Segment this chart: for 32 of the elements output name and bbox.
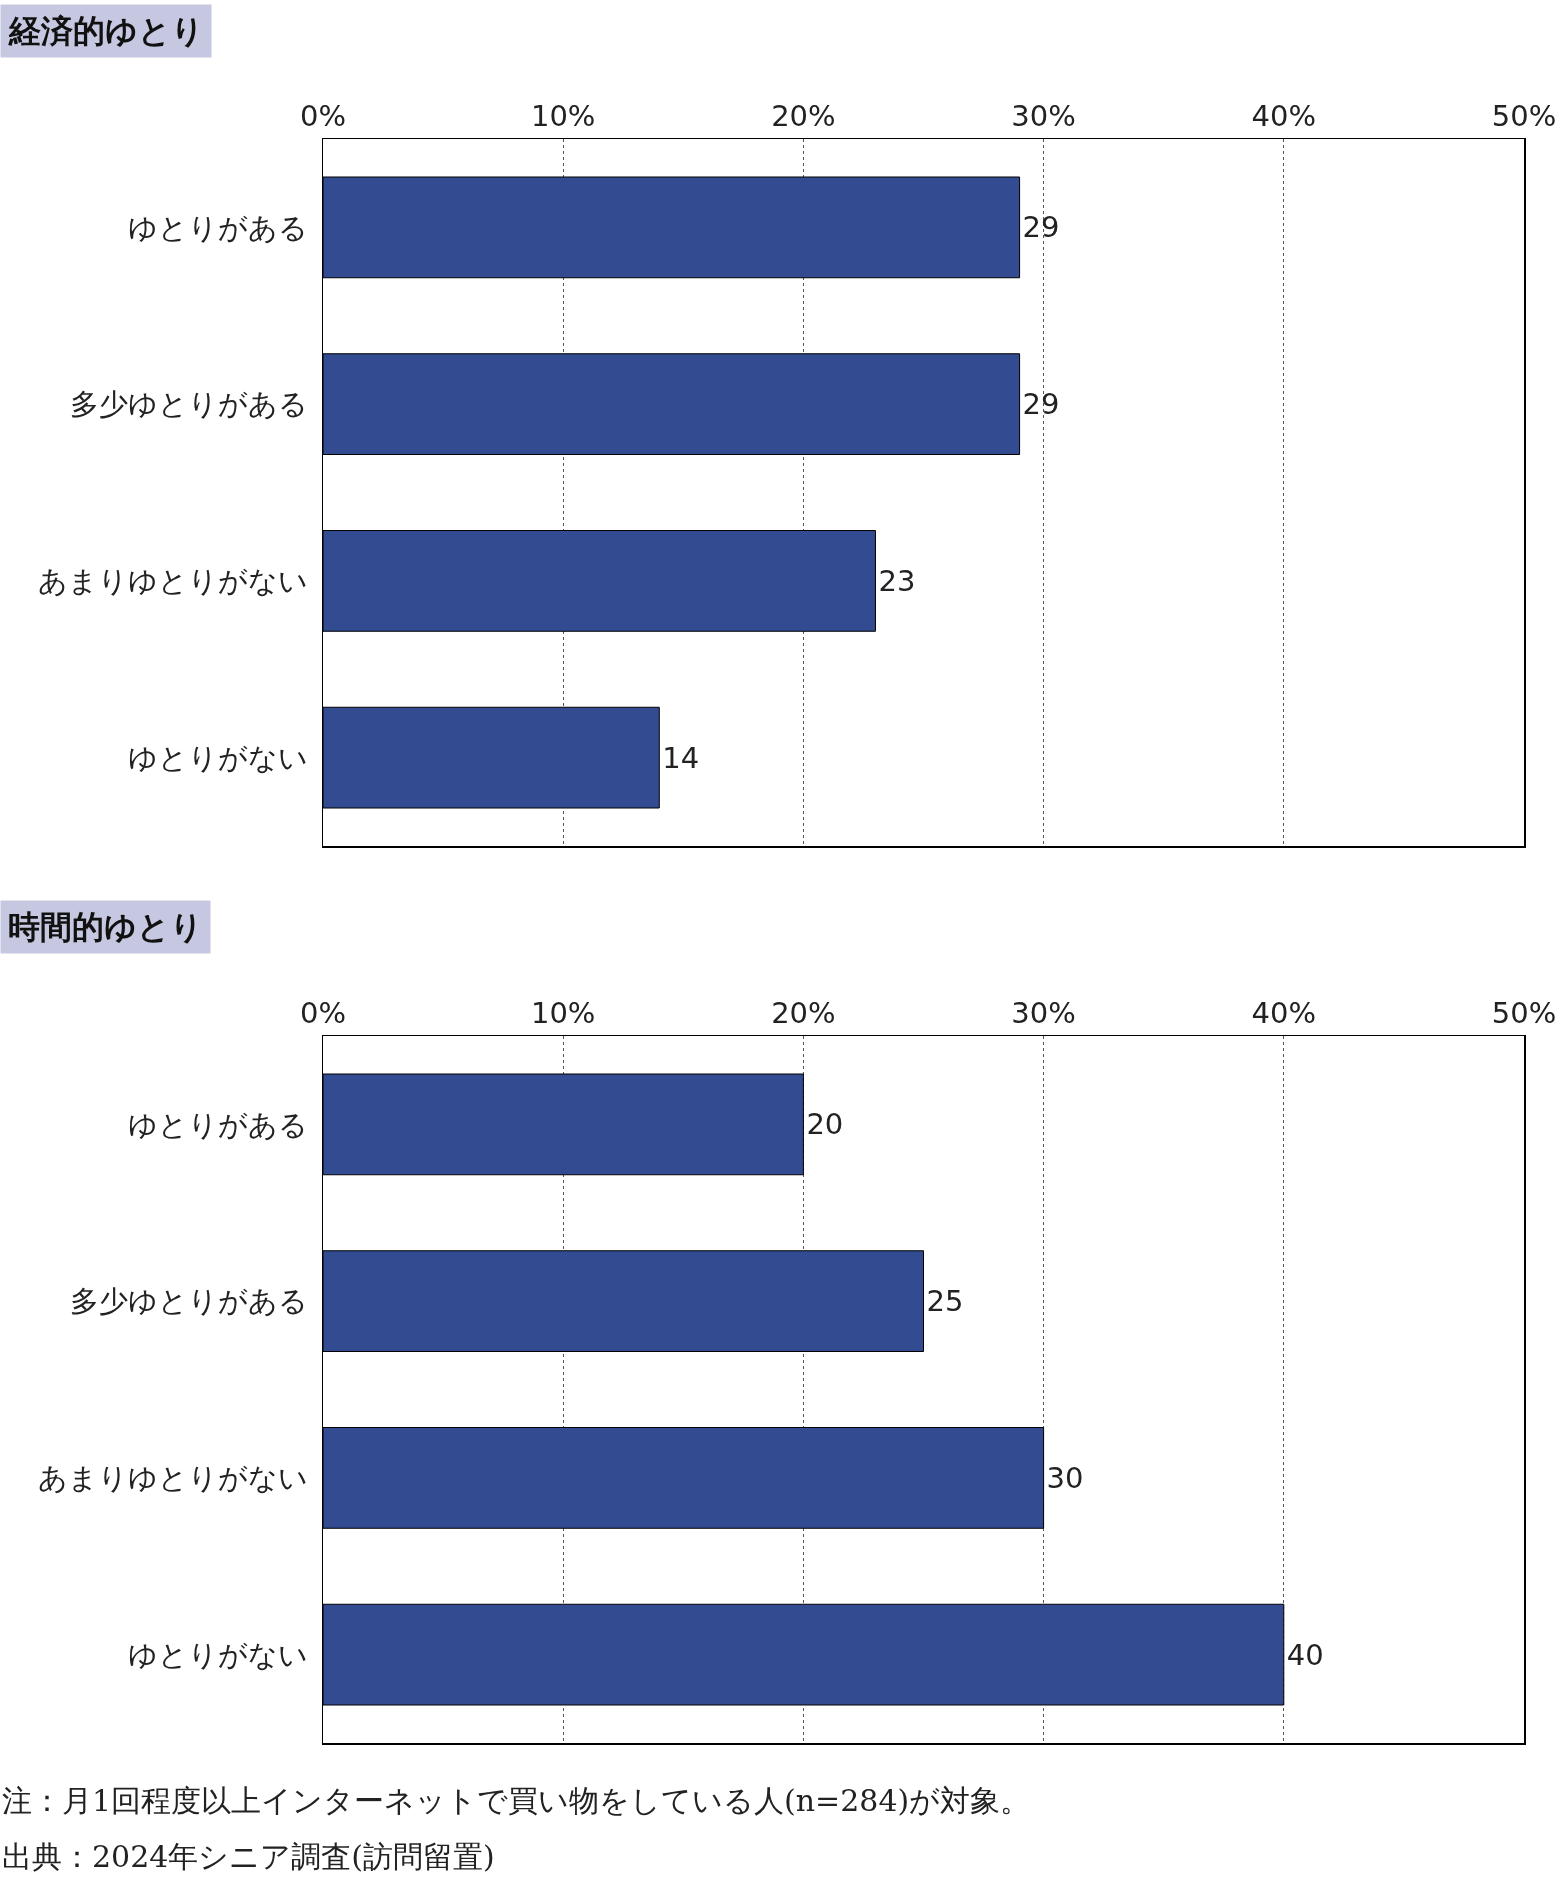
x-tick-label: 10% [530,995,596,1030]
data-label: 29 [1022,210,1060,245]
x-tick-label: 30% [1011,98,1076,133]
source-note: 出典：2024年シニア調査(訪問留置) [2,1839,495,1874]
x-tick-label: 10% [530,98,596,133]
chart-title: 時間的ゆとり [8,908,203,946]
data-label: 30 [1046,1460,1084,1495]
y-tick-label: 多少ゆとりがある [69,387,308,422]
y-tick-label: あまりゆとりがない [37,564,308,599]
data-label: 20 [806,1107,844,1142]
y-tick-label: ゆとりがある [127,1107,308,1142]
x-tick-label: 50% [1491,98,1557,133]
x-tick-label: 20% [771,995,836,1030]
x-tick-label: 0% [299,98,347,133]
data-label: 25 [926,1284,964,1319]
data-label: 40 [1286,1637,1324,1672]
x-tick-label: 20% [771,98,836,133]
y-tick-label: ゆとりがない [127,1637,308,1672]
y-tick-label: ゆとりがある [127,210,308,245]
x-tick-label: 30% [1011,995,1076,1030]
y-tick-label: ゆとりがない [127,740,308,775]
chart-title: 経済的ゆとり [8,12,204,50]
x-tick-label: 40% [1251,98,1317,133]
y-tick-label: 多少ゆとりがある [69,1284,308,1319]
data-label: 14 [662,740,700,775]
data-label: 29 [1022,387,1060,422]
data-label: 23 [878,563,916,598]
x-tick-label: 0% [299,995,347,1030]
x-tick-label: 40% [1251,995,1317,1030]
x-tick-label: 50% [1491,995,1557,1030]
text: 注：月1回程度以上インターネットで買い物をしている人(n=284)が対象。 [2,1783,1031,1818]
y-tick-label: あまりゆとりがない [37,1461,308,1496]
